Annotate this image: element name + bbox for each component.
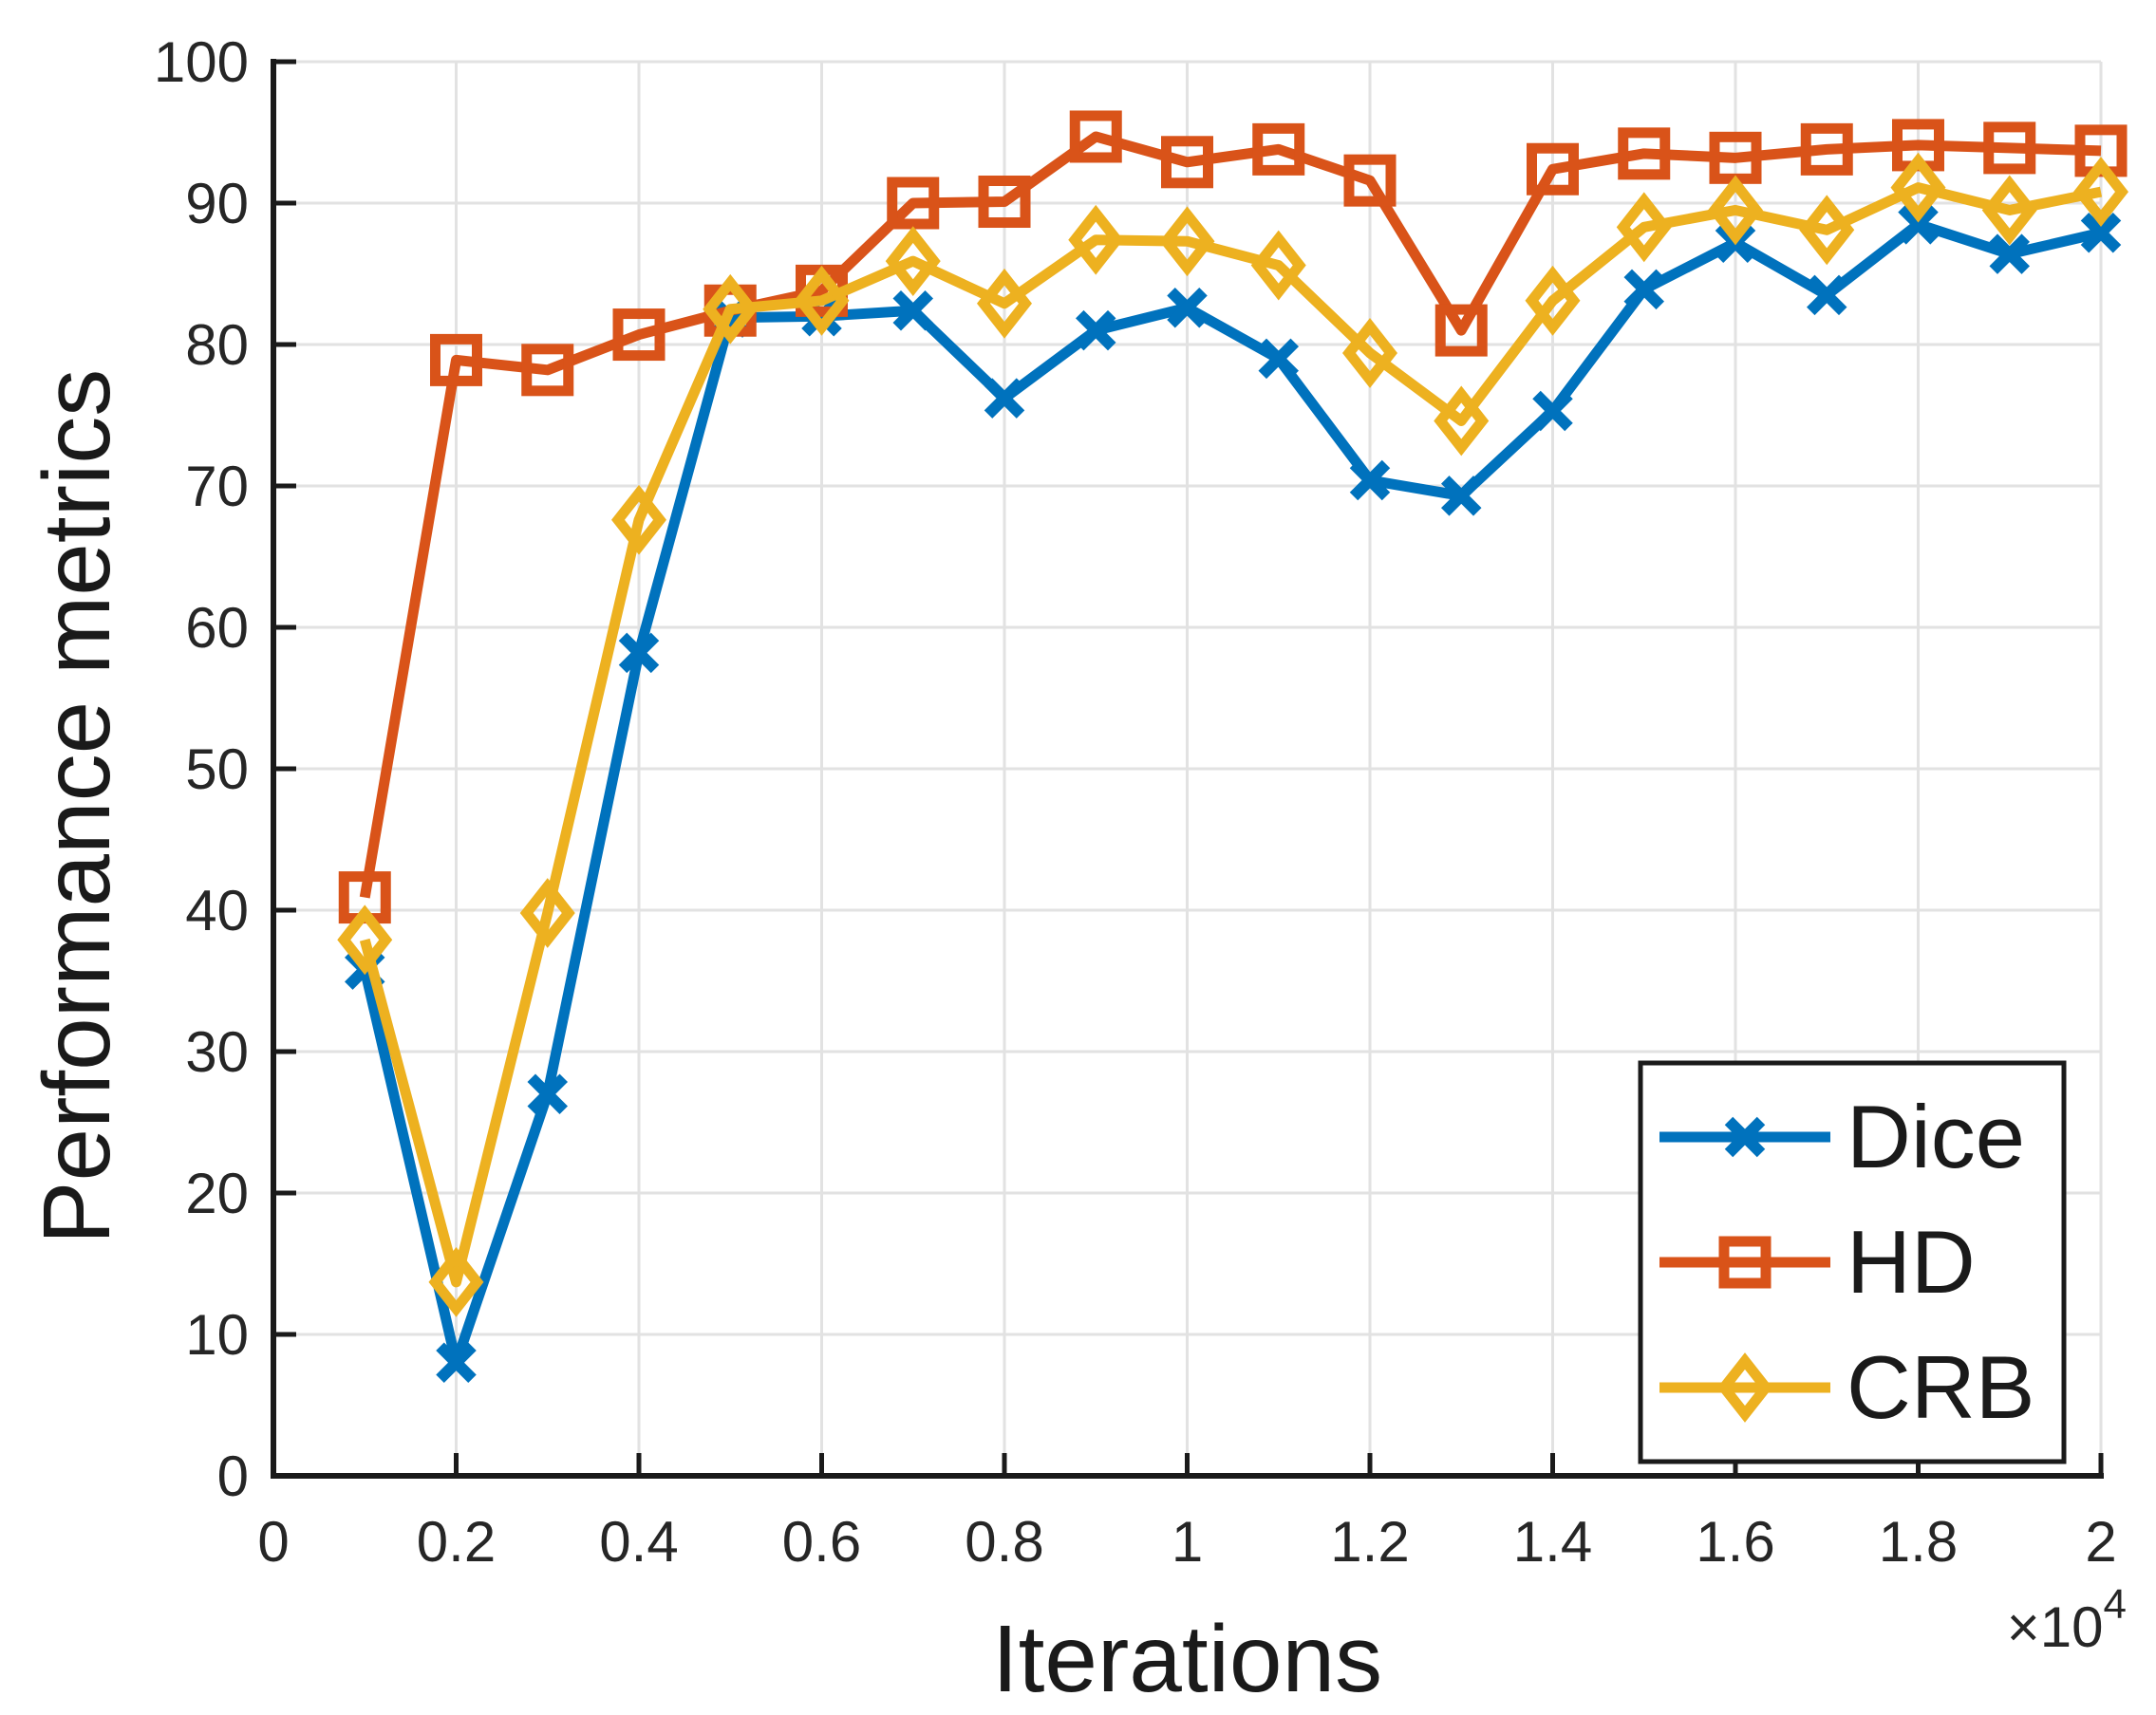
marker-square-hd — [1434, 304, 1488, 357]
legend: Dice HD CRB — [1638, 1060, 2067, 1464]
marker-x-dice — [1807, 274, 1847, 316]
legend-marker-square — [1718, 1236, 1772, 1289]
marker-x-dice — [1167, 288, 1208, 328]
marker-diamond-crb — [428, 1246, 484, 1317]
legend-label: HD — [1847, 1212, 1976, 1312]
marker-x-dice — [1532, 390, 1573, 432]
y-tick-label: 80 — [185, 313, 249, 377]
marker-diamond-crb — [977, 268, 1032, 339]
marker-diamond-crb — [1890, 152, 1946, 223]
marker-square-hd — [612, 308, 666, 362]
x-tick-label: 1 — [1172, 1510, 1203, 1574]
marker-square-hd — [1618, 127, 1671, 180]
marker-square-hd — [1343, 154, 1397, 207]
y-tick-label: 40 — [185, 879, 249, 942]
legend-label: Dice — [1847, 1087, 2025, 1186]
marker-x-dice — [1076, 309, 1116, 351]
marker-x-dice — [1349, 459, 1391, 501]
marker-diamond-crb — [703, 273, 759, 345]
x-tick-label: 0.2 — [417, 1510, 496, 1574]
marker-x-dice — [618, 632, 660, 674]
x-tick-label: 1.4 — [1513, 1510, 1592, 1574]
marker-square-hd — [1069, 110, 1122, 163]
marker-diamond-crb — [794, 265, 850, 336]
y-tick-label: 20 — [185, 1162, 249, 1225]
marker-diamond-crb — [1981, 175, 2037, 246]
marker-square-hd — [1527, 142, 1579, 196]
marker-x-dice — [1441, 475, 1482, 516]
marker-diamond-crb — [1068, 204, 1124, 275]
marker-diamond-crb — [1708, 175, 1763, 246]
marker-x-dice — [892, 289, 933, 331]
x-axis-multiplier: ×104 — [2007, 1581, 2127, 1659]
y-tick-label: 90 — [185, 172, 249, 235]
marker-diamond-crb — [1799, 195, 1855, 266]
marker-diamond-crb — [519, 878, 575, 948]
series-crb — [337, 152, 2128, 1317]
legend-entry-hd: HD — [1659, 1212, 1976, 1312]
marker-square-hd — [521, 344, 574, 397]
y-tick-label: 0 — [217, 1445, 249, 1508]
marker-diamond-crb — [337, 904, 393, 976]
y-tick-label: 60 — [185, 596, 249, 660]
marker-square-hd — [1161, 136, 1213, 189]
x-axis-title: Iterations — [992, 1606, 1382, 1712]
marker-x-dice — [984, 378, 1025, 419]
y-tick-label: 100 — [154, 30, 249, 94]
marker-diamond-crb — [611, 484, 666, 555]
marker-square-hd — [1800, 122, 1853, 176]
marker-diamond-crb — [1434, 385, 1490, 457]
marker-square-hd — [430, 333, 482, 386]
marker-diamond-crb — [1159, 206, 1215, 277]
x-tick-label: 1.8 — [1879, 1510, 1958, 1574]
marker-x-dice — [2080, 213, 2122, 253]
y-tick-label: 30 — [185, 1020, 249, 1084]
series-line-hd — [359, 131, 2102, 899]
marker-x-dice — [1898, 204, 1939, 245]
x-tick-label: 1.6 — [1696, 1510, 1774, 1574]
marker-x-dice — [1989, 233, 2030, 274]
x-tick-label: 1.2 — [1330, 1510, 1409, 1574]
y-tick-label: 50 — [185, 737, 249, 801]
marker-diamond-crb — [1616, 192, 1672, 263]
legend-marker-x — [1724, 1116, 1766, 1158]
marker-diamond-crb — [1525, 265, 1581, 336]
x-tick-label: 0.4 — [599, 1510, 678, 1574]
marker-diamond-crb — [2073, 157, 2128, 227]
x-tick-label: 0 — [257, 1510, 289, 1574]
legend-marker-diamond — [1717, 1352, 1772, 1423]
legend-entry-dice: Dice — [1659, 1087, 2025, 1186]
y-tick-label: 10 — [185, 1303, 249, 1367]
marker-x-dice — [436, 1342, 477, 1384]
y-axis-title: Performance metrics — [24, 369, 130, 1244]
marker-diamond-crb — [1250, 230, 1306, 301]
marker-diamond-crb — [1342, 318, 1397, 388]
marker-diamond-crb — [885, 226, 941, 296]
x-tick-label: 2 — [2085, 1510, 2116, 1574]
x-tick-label: 0.6 — [782, 1510, 861, 1574]
marker-square-hd — [887, 177, 940, 230]
marker-square-hd — [978, 176, 1031, 229]
marker-x-dice — [527, 1073, 568, 1114]
legend-label: CRB — [1847, 1337, 2034, 1437]
marker-x-dice — [1258, 338, 1299, 380]
marker-x-dice — [1623, 269, 1664, 310]
marker-square-hd — [1252, 122, 1305, 176]
legend-entry-crb: CRB — [1659, 1337, 2034, 1437]
marker-square-hd — [1983, 121, 2036, 175]
x-tick-label: 0.8 — [965, 1510, 1043, 1574]
y-tick-label: 70 — [185, 455, 249, 518]
